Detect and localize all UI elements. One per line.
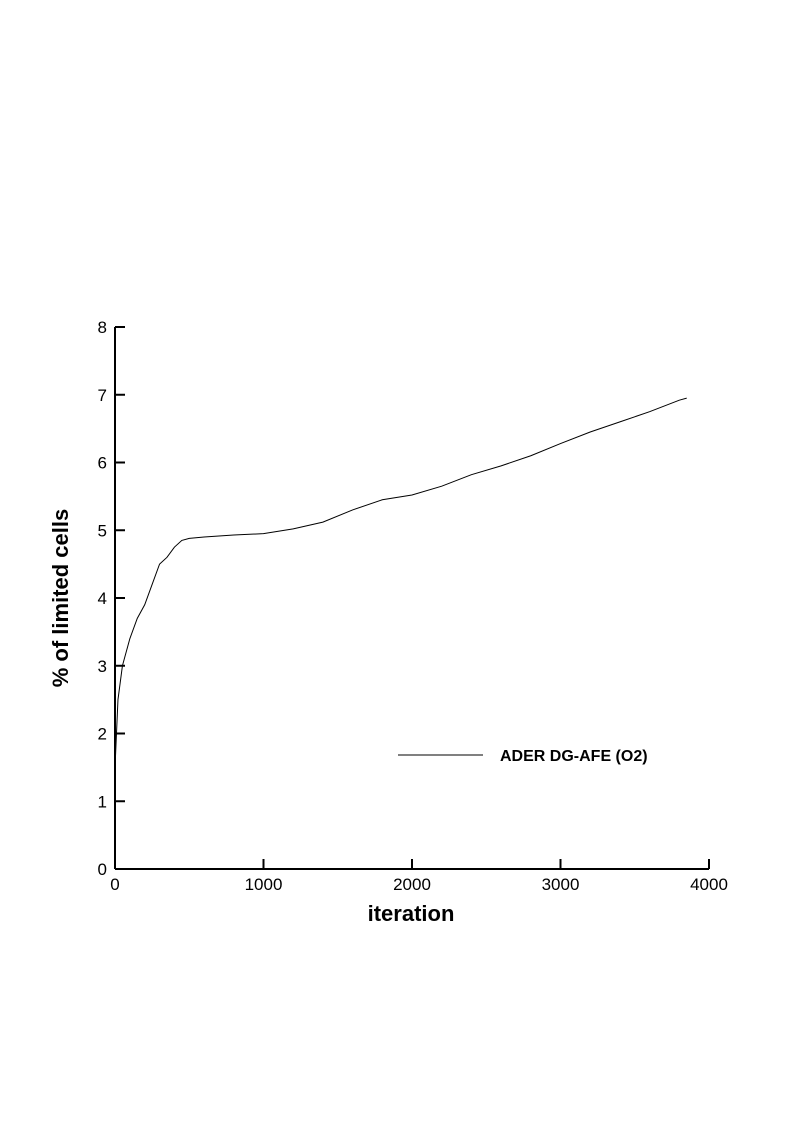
x-tick-label: 1000 [245, 875, 283, 894]
data-line [114, 397, 687, 768]
x-axis-title: iteration [368, 901, 455, 926]
x-tick-label: 0 [110, 875, 119, 894]
y-tick-label: 4 [98, 589, 107, 608]
y-tick-label: 7 [98, 386, 107, 405]
y-tick-label: 6 [98, 454, 107, 473]
legend-label: ADER DG-AFE (O2) [500, 748, 648, 765]
y-axis-title: % of limited cells [48, 509, 73, 688]
y-tick-label: 8 [98, 318, 107, 337]
y-tick-label: 0 [98, 860, 107, 879]
y-tick-label: 3 [98, 657, 107, 676]
x-tick-label: 3000 [542, 875, 580, 894]
x-tick-label: 4000 [690, 875, 728, 894]
x-tick-label: 2000 [393, 875, 431, 894]
y-tick-label: 1 [98, 792, 107, 811]
y-tick-label: 2 [98, 725, 107, 744]
y-tick-label: 5 [98, 521, 107, 540]
